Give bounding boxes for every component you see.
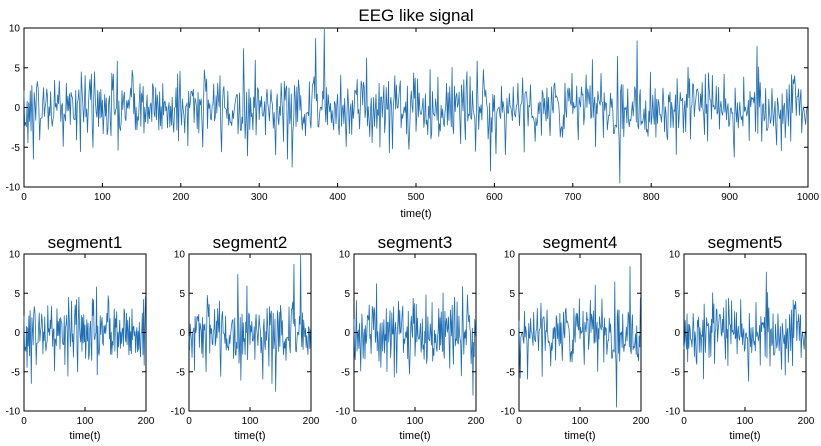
- segment5-y-tick-label: -10: [666, 407, 681, 418]
- main-y-tick-label: 5: [14, 63, 20, 74]
- segment5-x-axis-label: time(t): [729, 430, 760, 442]
- segment4-y-tick-label: -5: [506, 367, 515, 378]
- segment5-y-tick-label: -5: [671, 367, 680, 378]
- main-y-tick-label: -5: [11, 143, 20, 154]
- segment4-x-axis-label: time(t): [564, 430, 595, 442]
- segment3-title: segment3: [378, 233, 453, 252]
- segment4-series-line: [518, 266, 641, 408]
- segment1-y-tick-label: 5: [14, 289, 20, 300]
- segment2-y-tick-label: 10: [174, 250, 186, 261]
- main-x-tick-label: 800: [643, 192, 660, 203]
- main-x-tick-label: 200: [172, 192, 189, 203]
- segment4-y-tick-label: 10: [504, 250, 516, 261]
- segment5-x-tick-label: 100: [737, 416, 754, 427]
- segment3-x-tick-label: 100: [407, 416, 424, 427]
- main-series-line: [23, 27, 808, 184]
- segment2-title: segment2: [213, 233, 288, 252]
- segment3-y-tick-label: -5: [341, 367, 350, 378]
- segment1-y-tick-label: -10: [6, 407, 21, 418]
- segment3-y-tick-label: 10: [339, 250, 351, 261]
- segment3-y-tick-label: 0: [344, 328, 350, 339]
- segment1-title: segment1: [48, 233, 123, 252]
- segment1-series-line: [23, 286, 146, 384]
- segment5-series-line: [683, 271, 806, 382]
- segment3-series-line: [353, 283, 476, 396]
- segment2-y-tick-label: -10: [171, 407, 186, 418]
- segment4-y-tick-label: 0: [509, 328, 515, 339]
- main-x-tick-label: 1000: [797, 192, 820, 203]
- main-x-tick-label: 400: [329, 192, 346, 203]
- segment1-x-axis-label: time(t): [69, 430, 100, 442]
- segment2-x-tick-label: 100: [242, 416, 259, 427]
- segment5-y-tick-label: 10: [669, 250, 681, 261]
- segment3-x-axis-label: time(t): [399, 430, 430, 442]
- segment3-x-tick-label: 0: [351, 416, 357, 427]
- main-y-tick-label: 10: [9, 24, 21, 35]
- main-x-tick-label: 300: [251, 192, 268, 203]
- segment2-y-tick-label: -5: [176, 367, 185, 378]
- main-x-tick-label: 600: [486, 192, 503, 203]
- segment1-x-tick-label: 0: [21, 416, 27, 427]
- segment5-x-tick-label: 200: [798, 416, 815, 427]
- segment4-title: segment4: [543, 233, 618, 252]
- segment5-x-tick-label: 0: [681, 416, 687, 427]
- segment3-y-tick-label: -10: [336, 407, 351, 418]
- segment2-y-tick-label: 5: [179, 289, 185, 300]
- main-x-tick-label: 900: [721, 192, 738, 203]
- segment2-x-tick-label: 200: [303, 416, 320, 427]
- segment5-title: segment5: [708, 233, 783, 252]
- main-x-tick-label: 700: [564, 192, 581, 203]
- main-x-tick-label: 100: [94, 192, 111, 203]
- main-y-tick-label: -10: [6, 183, 21, 194]
- segment4-y-tick-label: -10: [501, 407, 516, 418]
- segment3-y-tick-label: 5: [344, 289, 350, 300]
- main-x-axis-label: time(t): [400, 208, 431, 220]
- segment4-x-tick-label: 100: [572, 416, 589, 427]
- segment5-y-tick-label: 0: [674, 328, 680, 339]
- main-x-tick-label: 0: [21, 192, 27, 203]
- segment4-x-tick-label: 0: [516, 416, 522, 427]
- main-x-tick-label: 500: [408, 192, 425, 203]
- segment4-y-tick-label: 5: [509, 289, 515, 300]
- main-title: EEG like signal: [358, 6, 473, 25]
- segment1-y-tick-label: 10: [9, 250, 21, 261]
- segment1-x-tick-label: 200: [138, 416, 155, 427]
- segment2-x-tick-label: 0: [186, 416, 192, 427]
- segment2-series-line: [188, 253, 311, 392]
- segment4-x-tick-label: 200: [633, 416, 650, 427]
- segment5-y-tick-label: 5: [674, 289, 680, 300]
- segment3-x-tick-label: 200: [468, 416, 485, 427]
- segment1-y-tick-label: 0: [14, 328, 20, 339]
- segment1-y-tick-label: -5: [11, 367, 20, 378]
- segment2-y-tick-label: 0: [179, 328, 185, 339]
- main-y-tick-label: 0: [14, 103, 20, 114]
- segment1-x-tick-label: 100: [77, 416, 94, 427]
- segment2-x-axis-label: time(t): [234, 430, 265, 442]
